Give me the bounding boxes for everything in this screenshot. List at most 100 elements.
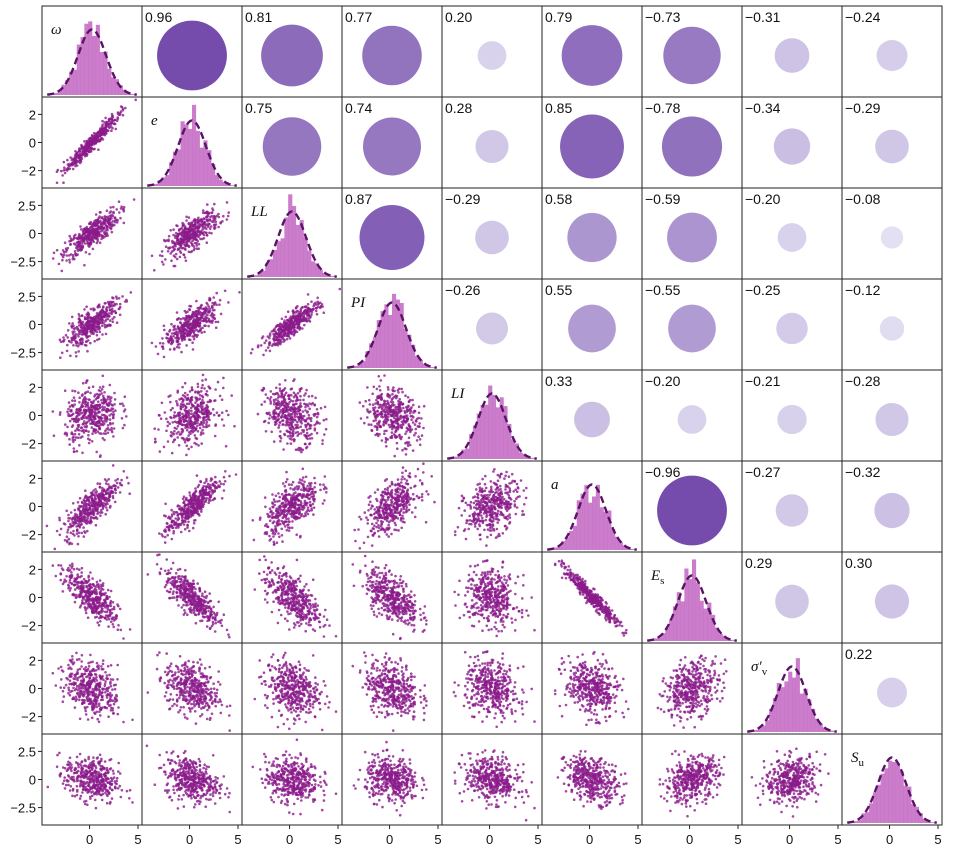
scatter-point [105,506,108,509]
scatter-point [373,406,377,409]
scatter-point [184,416,188,420]
scatter-point [102,497,105,500]
correlation-value: −0.59 [645,191,681,207]
cell-2-0 [41,187,143,280]
scatter-point [164,502,167,506]
scatter-point [216,380,220,384]
scatter-point [58,533,62,537]
histogram-bar [307,250,312,277]
scatter-point [76,501,80,504]
scatter-point [376,410,379,413]
scatter-point [227,211,230,214]
scatter-point [66,336,69,339]
scatter-point [52,434,56,438]
scatter-point [70,425,74,429]
scatter-point [116,112,120,115]
scatter-point [277,426,280,429]
correlation-circle [880,226,904,249]
cell-2-1 [141,187,243,280]
histogram-bar [272,250,278,277]
scatter-point [212,223,216,226]
scatter-point [94,315,97,318]
scatter-point [102,402,105,405]
scatter-point [281,423,285,426]
scatter-point [296,423,299,427]
scatter-point [168,348,172,351]
cell-5-1 [141,460,243,553]
scatter-point [53,547,57,551]
scatter-point [176,343,180,346]
scatter-point [172,328,175,332]
scatter-point [296,309,300,313]
scatter-point [315,420,319,424]
scatter-point [81,393,84,396]
scatter-point [81,508,85,511]
cell-3-7: −0.25 [741,278,843,371]
scatter-point [68,340,71,343]
y-tick-label: −2.5 [10,346,36,361]
scatter-point [264,430,268,433]
scatter-point [95,490,98,493]
scatter-point [75,528,79,532]
scatter-point [101,128,104,131]
scatter-point [101,437,105,440]
scatter-point [78,396,81,400]
y-tick-label: 2 [29,380,36,395]
correlation-circle [261,24,323,87]
scatter-point [109,123,112,126]
histogram-bar [284,217,289,277]
scatter-point [74,521,78,525]
scatter-point [104,482,108,485]
scatter-point [378,389,382,392]
scatter-point [222,376,225,380]
scatter-point [122,410,126,413]
scatter-point [86,335,90,338]
scatter-point [270,430,274,434]
scatter-point [111,320,115,324]
correlation-circle [262,117,322,176]
cell-2-6: −0.59 [641,187,743,280]
scatter-point [184,259,188,263]
scatter-point [185,243,188,247]
scatter-point [173,438,177,441]
scatter-point [85,379,88,383]
scatter-point [82,398,85,402]
scatter-point [314,309,318,313]
scatter-point [84,411,87,415]
scatter-point [211,209,215,212]
scatter-point [274,417,277,421]
histogram-bar [303,237,308,277]
scatter-point [84,489,87,493]
scatter-point [163,541,167,544]
scatter-point [99,514,102,517]
scatter-point [106,487,109,491]
scatter-point [93,507,97,510]
scatter-point [270,330,274,333]
cell-0-3: 0.77 [341,5,443,98]
scatter-point [68,322,71,325]
scatter-point [68,443,71,446]
scatter-point [201,383,204,387]
scatter-point [307,395,311,398]
cell-1-8: −0.29 [841,96,943,189]
scatter-point [85,237,88,241]
scatter-point [180,234,184,237]
scatter-point [66,410,69,414]
scatter-point [208,218,212,221]
scatter-point [73,534,76,537]
scatter-point [383,414,387,417]
scatter-point [79,436,82,439]
scatter-point [269,396,273,399]
scatter-point [407,441,411,444]
scatter-point [193,220,197,223]
scatter-point [104,224,108,227]
scatter-point [102,432,106,435]
scatter-point [67,513,70,517]
scatter-point [184,405,188,409]
histogram-bar [53,92,58,95]
scatter-point [97,389,101,392]
scatter-point [66,531,69,534]
scatter-point [81,381,85,385]
scatter-point [198,329,201,333]
scatter-point [293,409,296,413]
